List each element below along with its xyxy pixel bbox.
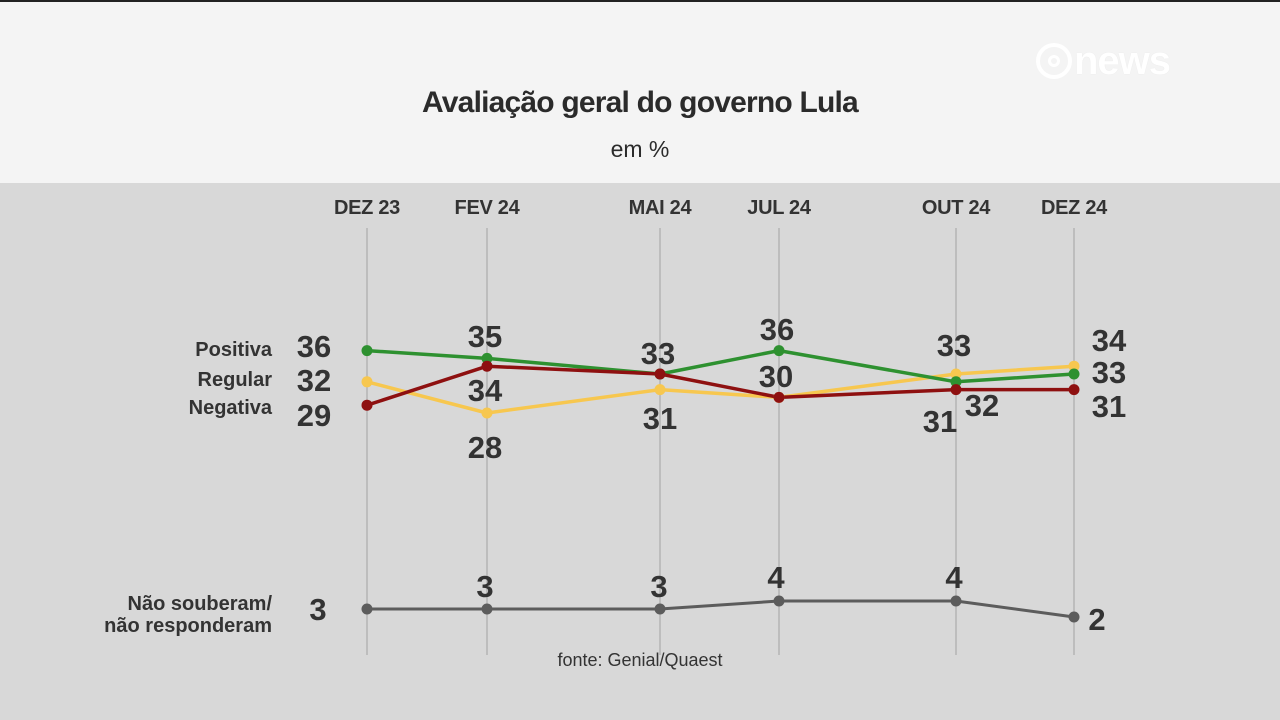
data-label: 32 [297, 363, 331, 398]
data-label: 3 [650, 569, 667, 604]
data-label: 32 [965, 388, 999, 423]
data-point [654, 603, 666, 615]
data-point [481, 603, 493, 615]
top-border [0, 0, 1280, 2]
x-tick-label: FEV 24 [455, 197, 521, 219]
data-label: 3 [309, 592, 326, 627]
series-line [366, 364, 1074, 407]
data-label: 28 [468, 430, 502, 465]
data-label: 34 [468, 373, 503, 408]
data-point [361, 399, 373, 411]
data-label: 36 [297, 329, 331, 364]
chart-title: Avaliação geral do governo Lula [422, 86, 859, 119]
series-line [367, 599, 1075, 619]
data-point [950, 384, 962, 396]
data-point [773, 391, 785, 403]
data-point [773, 345, 785, 357]
x-tick-label: DEZ 23 [334, 197, 400, 219]
x-tick-label: JUL 24 [747, 197, 812, 219]
series-line [366, 348, 1075, 384]
data-point [1068, 368, 1080, 380]
series-name-label: Positiva [195, 339, 273, 361]
data-point [1068, 611, 1080, 623]
data-label: 4 [767, 560, 785, 595]
data-point [654, 384, 666, 396]
series-name-label: Regular [198, 369, 273, 391]
x-tick-label: OUT 24 [922, 197, 991, 219]
series-name-label: Não souberam/ [128, 593, 273, 615]
series-name-label: Negativa [189, 397, 273, 419]
globonews-logo: news [1036, 38, 1171, 83]
data-label: 33 [641, 336, 675, 371]
data-label: 35 [468, 319, 502, 354]
data-point [654, 368, 666, 380]
data-label: 33 [937, 328, 971, 363]
data-point [950, 595, 962, 607]
x-tick-label: MAI 24 [629, 197, 693, 219]
data-point [1068, 384, 1080, 396]
data-point [1068, 360, 1080, 372]
x-tick-label: DEZ 24 [1041, 197, 1108, 219]
series-name-label: não responderam [104, 615, 272, 637]
data-point [950, 368, 962, 380]
chart-subtitle: em % [610, 136, 670, 162]
data-point [773, 595, 785, 607]
data-label: 34 [1092, 323, 1127, 358]
data-label: 31 [1092, 389, 1126, 424]
globo-circle-icon [1036, 43, 1072, 79]
logo-text: news [1074, 38, 1171, 83]
series-line [366, 364, 1075, 415]
data-point [950, 376, 962, 388]
data-point [361, 345, 373, 357]
data-label: 3 [476, 569, 493, 604]
data-label: 36 [760, 312, 794, 347]
data-label: 30 [759, 359, 793, 394]
data-point [481, 352, 493, 364]
chart-header: news [0, 2, 1280, 183]
source-note: fonte: Genial/Quaest [557, 650, 722, 670]
data-label: 31 [923, 404, 957, 439]
data-label: 33 [1092, 355, 1126, 390]
data-label: 29 [297, 398, 331, 433]
data-point [481, 360, 493, 372]
data-point [361, 603, 373, 615]
data-label: 31 [643, 401, 677, 436]
data-label: 4 [945, 560, 963, 595]
data-point [361, 376, 373, 388]
data-point [481, 407, 493, 419]
data-label: 2 [1088, 602, 1105, 637]
